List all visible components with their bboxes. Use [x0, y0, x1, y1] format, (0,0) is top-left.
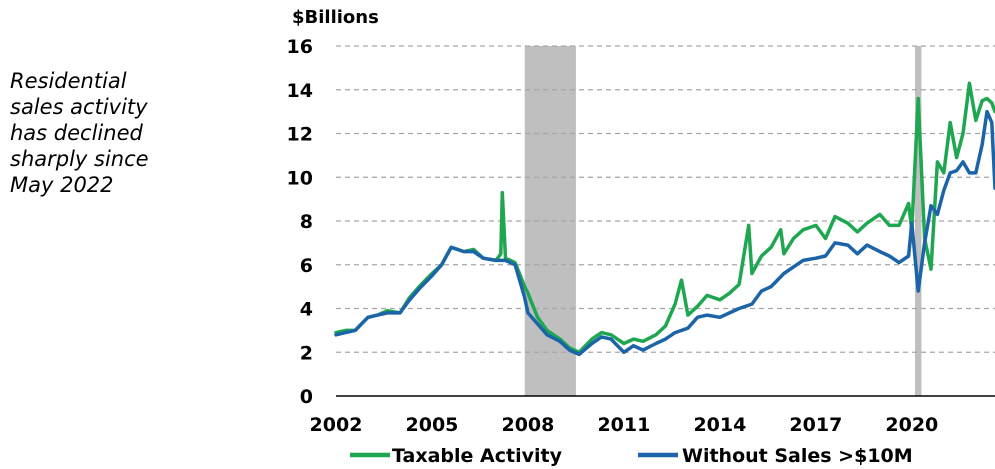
series-line-1: [334, 81, 995, 355]
y-tick-label: 12: [287, 124, 313, 146]
series-line-2: [334, 109, 995, 357]
y-unit-label: $Billions: [292, 7, 379, 28]
x-tick-label: 2020: [885, 414, 938, 436]
y-tick-label: 16: [287, 36, 313, 58]
y-tick-label: 0: [300, 386, 313, 408]
x-tick-label: 2005: [406, 414, 459, 436]
y-tick-label: 14: [287, 80, 313, 102]
annotation-text: Residential sales activity has declined …: [10, 69, 149, 197]
x-tick-label: 2014: [693, 414, 746, 436]
legend-label-1: Taxable Activity: [392, 445, 563, 467]
x-tick-label: 2008: [501, 414, 554, 436]
legend-label-2: Without Sales >$10M: [682, 445, 913, 467]
y-tick-label: 8: [300, 211, 313, 233]
y-tick-label: 4: [300, 299, 313, 321]
x-tick-label: 2011: [597, 414, 650, 436]
x-tick-label: 2002: [310, 414, 363, 436]
y-tick-label: 6: [300, 255, 313, 277]
x-tick-label: 2017: [789, 414, 842, 436]
recession-band-2: [915, 46, 922, 396]
recession-band-1: [524, 46, 576, 396]
y-tick-label: 2: [300, 342, 313, 364]
y-tick-label: 10: [287, 167, 313, 189]
